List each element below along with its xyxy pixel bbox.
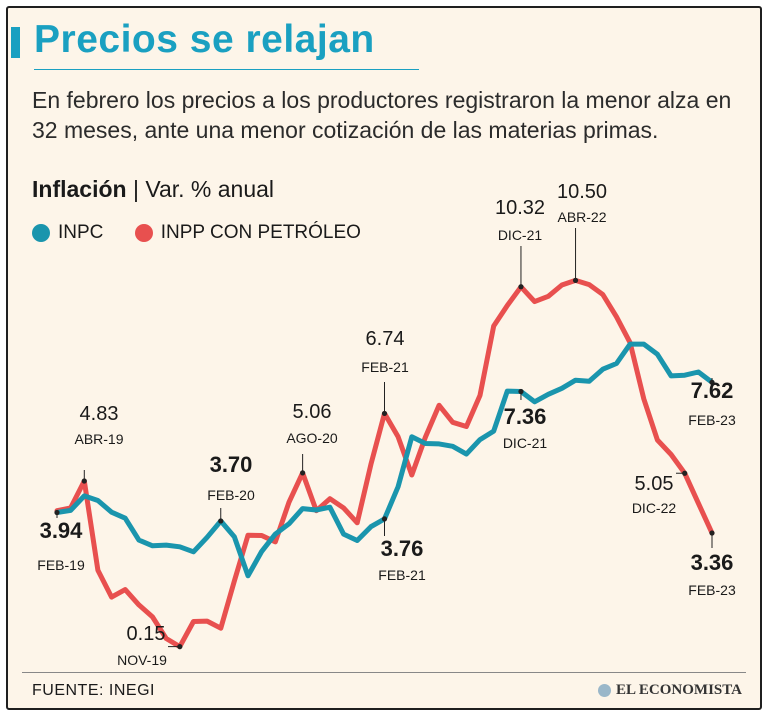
annotation-point — [218, 518, 224, 524]
annotation-point — [177, 644, 183, 650]
annotation-value: 3.36 — [691, 550, 734, 575]
legend-dot-inpp — [134, 224, 153, 242]
annotation: 4.83 ABR-19 — [74, 403, 124, 484]
annotation: 3.94 FEB-19 — [37, 509, 85, 573]
annotation-date: FEB-23 — [688, 412, 736, 428]
legend-item-inpc: INPC — [32, 222, 103, 244]
legend-label-inpc: INPC — [58, 222, 104, 243]
annotation-point — [81, 478, 87, 484]
annotation-date: FEB-20 — [207, 487, 255, 503]
annotation-date: DIC-22 — [632, 500, 677, 516]
annotation: 0.15 NOV-19 — [117, 623, 183, 668]
annotation-date: AGO-20 — [286, 430, 338, 446]
legend-item-inpp: INPP CON PETRÓLEO — [134, 222, 361, 244]
annotation: 6.74 FEB-21 — [361, 328, 409, 417]
footer-divider — [22, 672, 746, 673]
annotation-date: ABR-19 — [74, 431, 123, 447]
annotation-value: 6.74 — [366, 328, 405, 350]
brand-name: EL ECONOMISTA — [616, 682, 742, 698]
annotation-date: NOV-19 — [117, 652, 167, 668]
annotation-point — [572, 277, 579, 283]
annotation: 3.70 FEB-20 — [207, 452, 255, 524]
legend-label-inpp: INPP CON PETRÓLEO — [160, 222, 361, 243]
title-underline — [34, 69, 419, 70]
annotation-value: 0.15 — [127, 623, 166, 645]
annotation: 3.36 FEB-23 — [688, 530, 736, 598]
chart-heading-bold: Inflación — [32, 176, 127, 202]
legend: INPC INPP CON PETRÓLEO — [32, 222, 387, 248]
annotation-value: 10.32 — [495, 197, 545, 219]
annotation-date: FEB-21 — [361, 359, 409, 375]
chart-heading-rest: | Var. % anual — [126, 176, 275, 202]
annotation-value: 7.36 — [504, 404, 547, 429]
annotation-date: FEB-19 — [37, 557, 85, 573]
annotation-point — [518, 388, 524, 395]
annotation: 7.62 FEB-23 — [688, 378, 736, 428]
annotation-date: DIC-21 — [503, 435, 548, 451]
annotation-date: FEB-21 — [378, 567, 426, 583]
annotation: 5.05 DIC-22 — [632, 470, 688, 516]
annotation-point — [381, 516, 388, 522]
annotation: 3.76 FEB-21 — [378, 516, 426, 583]
annotation-date: DIC-21 — [498, 227, 543, 243]
annotation-point — [381, 410, 388, 417]
annotation: 7.36 DIC-21 — [503, 388, 548, 451]
annotation-point — [682, 470, 688, 476]
annotation-date: FEB-23 — [688, 582, 736, 598]
annotation-value: 3.94 — [40, 518, 84, 543]
annotation-value: 5.06 — [293, 401, 332, 423]
annotation-value: 7.62 — [691, 378, 734, 403]
annotation-value: 3.70 — [210, 452, 253, 477]
annotation-value: 10.50 — [557, 181, 607, 203]
annotation-value: 3.76 — [381, 536, 424, 561]
annotation: 10.32 DIC-21 — [495, 197, 545, 290]
annotation-point — [518, 284, 524, 290]
annotation-value: 4.83 — [80, 403, 119, 425]
subtitle: En febrero los precios a los productores… — [32, 87, 732, 143]
title-accent-bar — [11, 27, 20, 58]
page-title: Precios se relajan — [34, 18, 375, 61]
annotation: 5.06 AGO-20 — [286, 401, 338, 476]
annotation-date: ABR-22 — [557, 209, 606, 225]
legend-dot-inpc — [32, 224, 50, 242]
annotation: 10.50 ABR-22 — [557, 181, 607, 283]
annotation-point — [54, 509, 60, 516]
brand-logo: EL ECONOMISTA — [598, 682, 742, 699]
annotation-point — [709, 530, 715, 536]
annotation-value: 5.05 — [635, 473, 674, 495]
source-note: FUENTE: INEGI — [32, 682, 155, 699]
annotation-point — [300, 470, 306, 476]
annotation-point — [709, 379, 715, 385]
brand-icon — [598, 684, 611, 697]
chart-heading: Inflación | Var. % anual — [32, 176, 274, 203]
